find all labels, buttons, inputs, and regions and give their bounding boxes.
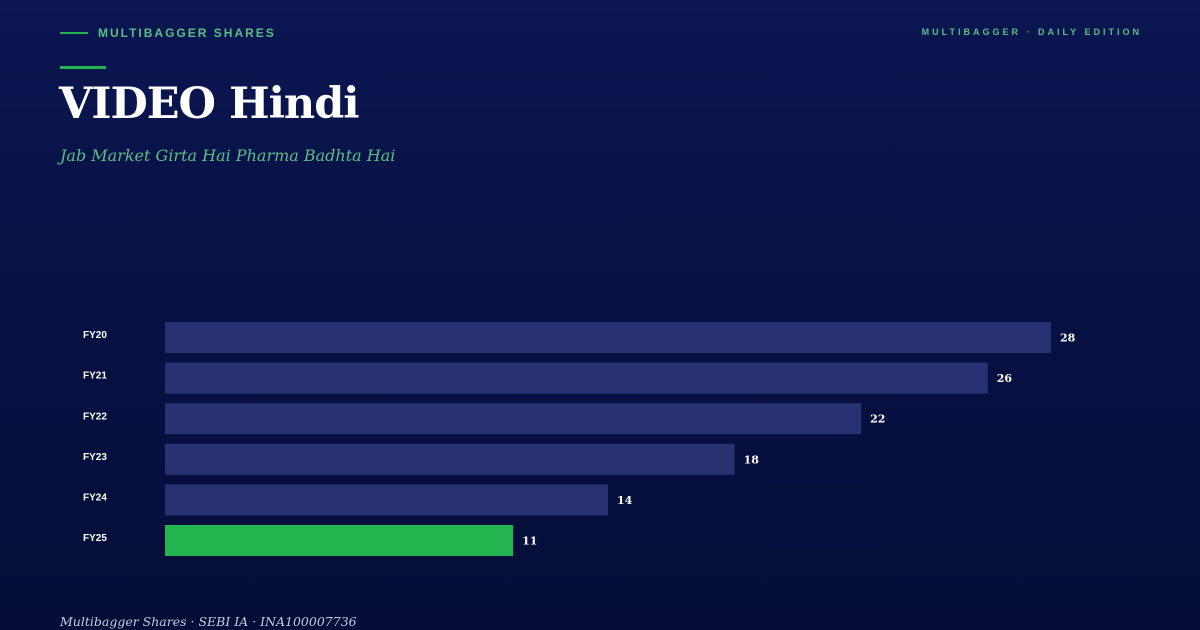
- category-label-fy23: FY23: [83, 452, 107, 463]
- bar-fy20: [165, 322, 1051, 353]
- bar-chart: FY20 28 FY21 26 FY22 22 FY23 18 FY24 14 FY25 11: [83, 322, 1076, 556]
- value-label-fy20: 28: [1060, 332, 1076, 345]
- category-label-fy20: FY20: [83, 330, 107, 341]
- title-accent-rule: [60, 66, 106, 69]
- category-label-fy21: FY21: [83, 371, 107, 382]
- value-label-fy24: 14: [617, 494, 633, 507]
- category-label-fy24: FY24: [83, 493, 107, 504]
- bar-fy24: [165, 484, 608, 516]
- page-subtitle: Jab Market Girta Hai Pharma Badhta Hai: [60, 146, 396, 165]
- value-label-fy23: 18: [744, 453, 760, 466]
- value-label-fy22: 22: [870, 413, 885, 426]
- bar-fy22: [165, 403, 862, 435]
- brand-name: MULTIBAGGER SHARES: [98, 26, 276, 40]
- bar-fy23: [165, 443, 735, 475]
- category-label-fy22: FY22: [83, 411, 107, 422]
- page-title: VIDEO Hindi: [59, 79, 360, 129]
- brand-header: MULTIBAGGER SHARES: [60, 26, 276, 40]
- edition-label: MULTIBAGGER · DAILY EDITION: [921, 27, 1142, 37]
- value-label-fy21: 26: [997, 372, 1013, 385]
- footer-credit: Multibagger Shares · SEBI IA · INA100007…: [60, 614, 357, 629]
- brand-accent-line: [60, 32, 88, 34]
- bar-fy21: [165, 362, 988, 394]
- category-label-fy25: FY25: [83, 533, 107, 544]
- bar-fy25: [165, 525, 514, 556]
- value-label-fy25: 11: [522, 535, 537, 548]
